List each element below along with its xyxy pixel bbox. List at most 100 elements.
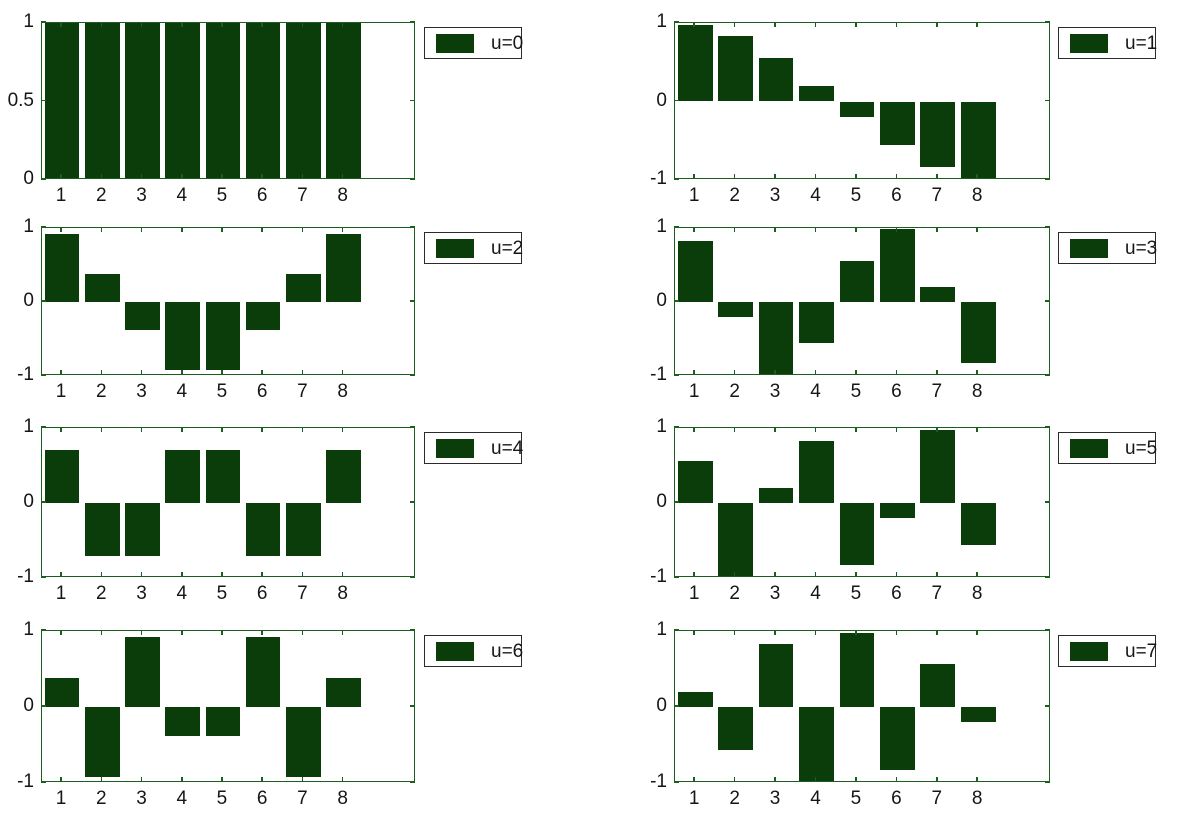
x-tick-mark: [693, 174, 695, 179]
legend[interactable]: u=5: [1058, 432, 1157, 464]
y-tick-mark-right: [410, 374, 415, 376]
x-tick-label: 5: [850, 381, 862, 402]
legend-swatch: [1070, 238, 1108, 258]
bar: [205, 449, 241, 503]
y-tick-mark-right: [1045, 426, 1050, 428]
x-tick-mark: [936, 370, 938, 375]
bar: [758, 57, 794, 102]
x-tick-mark: [976, 174, 978, 179]
legend[interactable]: u=6: [424, 635, 523, 667]
y-tick-mark-right: [1045, 21, 1050, 23]
x-tick-mark-top: [221, 630, 223, 635]
x-tick-label: 7: [931, 381, 943, 402]
x-tick-mark: [976, 777, 978, 782]
y-tick-mark-right: [410, 226, 415, 228]
legend[interactable]: u=3: [1058, 232, 1157, 264]
bar: [326, 23, 361, 178]
x-tick-mark-top: [976, 22, 978, 27]
legend[interactable]: u=7: [1058, 635, 1157, 667]
x-tick-mark: [341, 370, 344, 375]
y-tick-mark: [674, 629, 679, 631]
bar: [245, 23, 281, 178]
y-tick-mark: [41, 705, 46, 707]
bar: [677, 240, 713, 302]
y-tick-mark: [41, 99, 46, 102]
x-tick-mark: [140, 174, 143, 179]
x-tick-mark-top: [895, 427, 898, 432]
y-tick-mark-right: [1045, 781, 1050, 783]
x-tick-label: 4: [810, 788, 821, 809]
bar: [718, 36, 754, 102]
x-tick-mark: [100, 777, 103, 782]
y-tick-mark: [674, 99, 679, 102]
bar: [960, 707, 996, 723]
y-tick-mark: [41, 226, 46, 228]
x-tick-mark-top: [855, 427, 857, 432]
bar: [165, 449, 201, 503]
x-tick-mark: [855, 174, 857, 179]
y-tick-mark: [674, 178, 679, 180]
x-tick-mark: [895, 777, 898, 782]
bar: [125, 503, 160, 557]
legend[interactable]: u=4: [424, 432, 524, 464]
bar: [718, 707, 754, 750]
legend[interactable]: u=0: [424, 27, 523, 59]
x-tick-label: 7: [297, 788, 308, 809]
x-tick-label: 3: [769, 185, 781, 206]
x-tick-mark-top: [936, 427, 938, 432]
x-tick-mark: [261, 777, 263, 782]
x-tick-mark: [774, 370, 776, 375]
x-tick-mark-top: [60, 22, 62, 27]
y-tick-mark: [41, 426, 46, 428]
x-tick-mark: [693, 370, 695, 375]
bar: [125, 302, 160, 331]
bar: [85, 503, 120, 557]
x-tick-label: 2: [96, 185, 107, 206]
axes-box: [674, 22, 1050, 179]
axes-box: [41, 630, 415, 782]
x-tick-mark: [855, 572, 857, 577]
x-tick-label: 1: [688, 381, 700, 402]
x-tick-mark-top: [140, 227, 143, 232]
y-tick-mark: [674, 781, 679, 783]
x-tick-mark-top: [341, 427, 344, 432]
bar: [677, 461, 713, 503]
x-tick-mark: [261, 174, 263, 179]
x-tick-mark-top: [814, 227, 817, 232]
y-tick-mark: [41, 374, 46, 376]
x-tick-mark: [733, 174, 736, 179]
x-tick-mark: [855, 370, 857, 375]
legend-label: u=4: [491, 437, 524, 459]
x-tick-label: 2: [729, 185, 740, 206]
y-tick-label: -1: [650, 364, 667, 385]
x-tick-mark-top: [733, 630, 736, 635]
bar: [879, 101, 915, 146]
x-tick-label: 8: [337, 185, 348, 206]
x-tick-mark-top: [181, 22, 183, 27]
x-tick-mark: [60, 777, 62, 782]
bar: [125, 23, 160, 178]
x-tick-mark: [100, 370, 103, 375]
x-tick-mark: [855, 777, 857, 782]
x-tick-mark-top: [733, 227, 736, 232]
x-tick-mark-top: [261, 22, 263, 27]
legend[interactable]: u=1: [1058, 27, 1157, 59]
x-tick-mark: [341, 174, 344, 179]
bar: [326, 449, 361, 503]
x-tick-mark-top: [693, 427, 695, 432]
x-tick-label: 6: [256, 583, 268, 604]
bar: [879, 503, 915, 518]
x-tick-label: 5: [216, 185, 228, 206]
y-tick-mark-right: [410, 629, 415, 631]
legend[interactable]: u=2: [424, 232, 523, 264]
axes-box: [41, 22, 415, 179]
x-tick-label: 3: [136, 185, 147, 206]
y-tick-label: -1: [17, 364, 34, 385]
x-tick-mark: [341, 777, 344, 782]
bars-layer: [42, 23, 414, 178]
x-tick-label: 5: [216, 381, 228, 402]
legend-swatch: [1070, 438, 1108, 458]
bar: [718, 503, 754, 576]
x-tick-mark: [693, 777, 695, 782]
